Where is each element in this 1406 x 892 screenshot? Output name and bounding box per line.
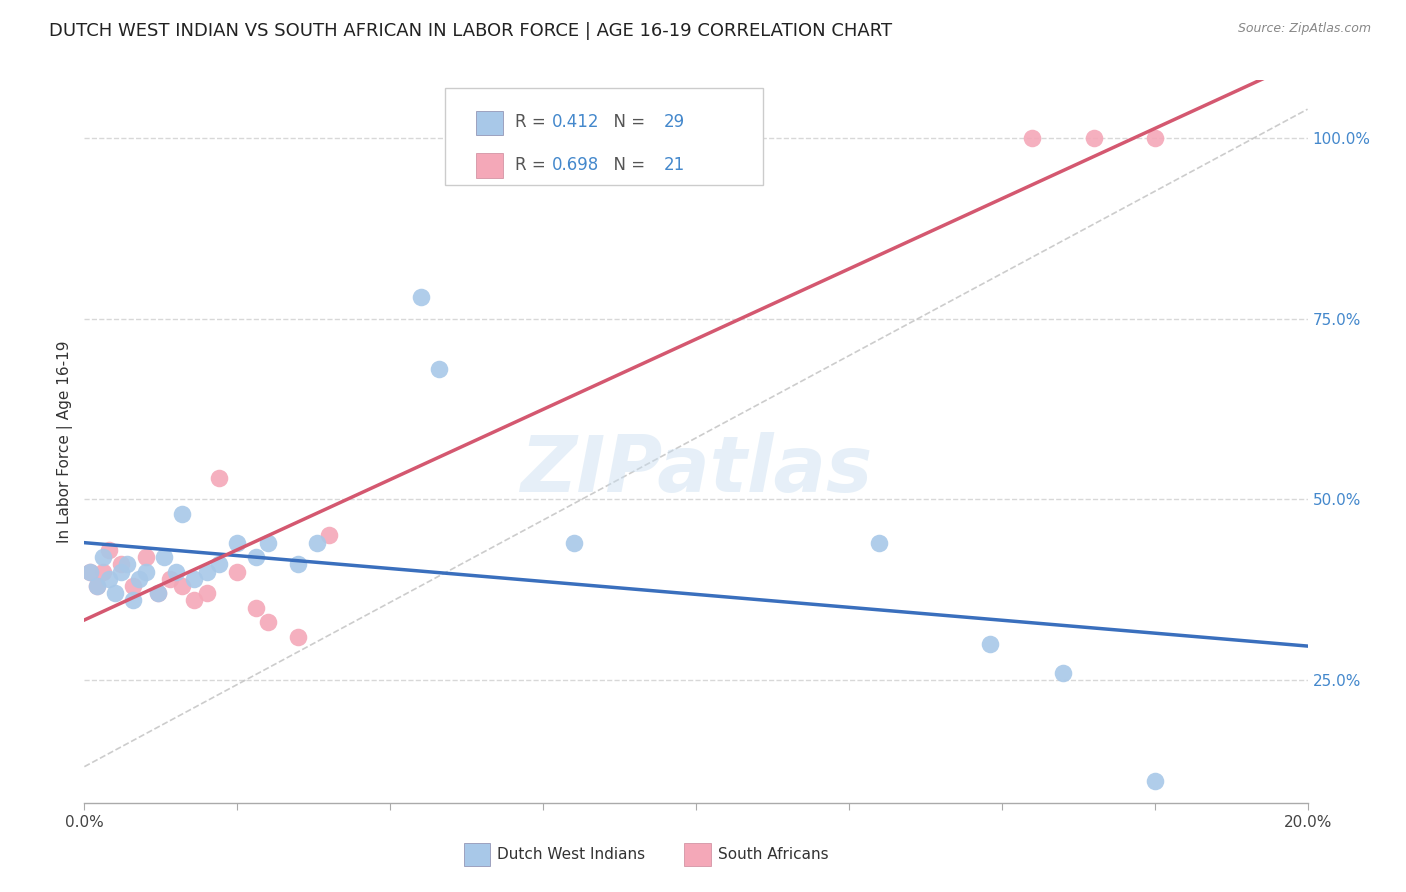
Text: R =: R =: [515, 113, 551, 131]
Point: [226, 565, 249, 579]
Point: [97, 572, 120, 586]
Text: 29: 29: [664, 113, 685, 131]
Text: South Africans: South Africans: [718, 847, 828, 863]
Bar: [683, 843, 710, 866]
Point: [79, 565, 101, 579]
Text: Dutch West Indians: Dutch West Indians: [496, 847, 645, 863]
Point: [1143, 131, 1166, 145]
Point: [287, 558, 309, 572]
Point: [122, 593, 145, 607]
Text: 21: 21: [664, 156, 685, 174]
Point: [257, 535, 280, 549]
Point: [135, 550, 157, 565]
Point: [1052, 665, 1074, 680]
Point: [165, 565, 187, 579]
Point: [79, 565, 101, 579]
Point: [86, 579, 108, 593]
Point: [183, 572, 205, 586]
Point: [208, 470, 231, 484]
Point: [245, 550, 267, 565]
Text: ZIPatlas: ZIPatlas: [520, 433, 872, 508]
Text: N =: N =: [603, 113, 651, 131]
Text: N =: N =: [603, 156, 651, 174]
Point: [146, 586, 169, 600]
Point: [245, 600, 267, 615]
Point: [287, 630, 309, 644]
Point: [153, 550, 176, 565]
Point: [135, 565, 157, 579]
Y-axis label: In Labor Force | Age 16-19: In Labor Force | Age 16-19: [58, 340, 73, 543]
Point: [122, 579, 145, 593]
Point: [1083, 131, 1105, 145]
Bar: [475, 153, 503, 178]
Point: [128, 572, 150, 586]
Point: [172, 507, 194, 521]
Text: 0.698: 0.698: [551, 156, 599, 174]
Point: [257, 615, 280, 630]
Point: [195, 565, 218, 579]
Point: [91, 550, 114, 565]
Point: [305, 535, 328, 549]
Text: 0.412: 0.412: [551, 113, 599, 131]
Bar: [464, 843, 491, 866]
Point: [172, 579, 194, 593]
Point: [208, 558, 231, 572]
Point: [110, 558, 132, 572]
Bar: [475, 111, 503, 136]
Point: [104, 586, 127, 600]
Point: [226, 535, 249, 549]
Point: [97, 542, 120, 557]
Point: [869, 535, 891, 549]
Point: [110, 565, 132, 579]
Point: [427, 362, 450, 376]
Text: Source: ZipAtlas.com: Source: ZipAtlas.com: [1237, 22, 1371, 36]
Point: [562, 535, 585, 549]
Point: [979, 637, 1001, 651]
Point: [1143, 774, 1166, 789]
Text: R =: R =: [515, 156, 551, 174]
Point: [146, 586, 169, 600]
FancyBboxPatch shape: [446, 87, 763, 185]
Point: [159, 572, 181, 586]
Point: [1021, 131, 1043, 145]
Point: [195, 586, 218, 600]
Point: [91, 565, 114, 579]
Point: [183, 593, 205, 607]
Text: DUTCH WEST INDIAN VS SOUTH AFRICAN IN LABOR FORCE | AGE 16-19 CORRELATION CHART: DUTCH WEST INDIAN VS SOUTH AFRICAN IN LA…: [49, 22, 893, 40]
Point: [409, 290, 432, 304]
Point: [318, 528, 340, 542]
Point: [86, 579, 108, 593]
Point: [115, 558, 138, 572]
